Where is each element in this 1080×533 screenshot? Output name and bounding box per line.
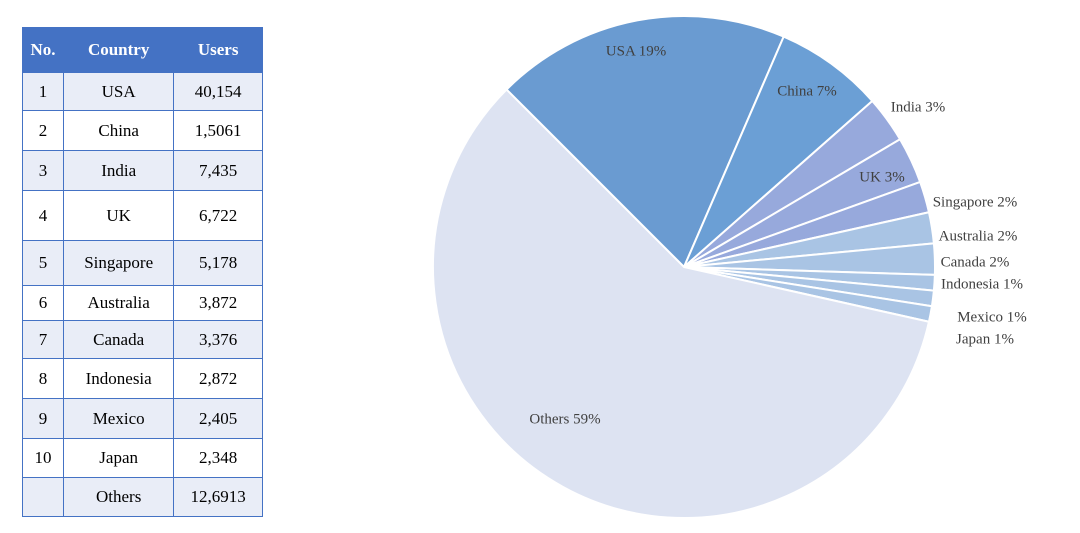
users-table: No. Country Users 1 USA 40,154 2 China 1,5061 3 In… (21, 27, 263, 517)
table-cell: 3,376 (173, 320, 263, 359)
table-cell: 10 (21, 438, 65, 478)
table-cell: Mexico (63, 398, 175, 439)
pie-slice (683, 35, 874, 268)
table-row: 1 USA 40,154 (21, 72, 263, 111)
slice-label: UK 3% (859, 169, 904, 185)
table-cell: 2,872 (173, 358, 263, 399)
slice-label: Australia 2% (939, 228, 1018, 244)
table-row: 9 Mexico 2,405 (21, 398, 263, 439)
header-row: No. Country Users (21, 27, 263, 73)
table-cell: 3 (21, 150, 65, 191)
table-row: 3 India 7,435 (21, 150, 263, 191)
table-row: 6 Australia 3,872 (21, 285, 263, 321)
table-cell: Others (63, 477, 175, 517)
table-cell: 9 (21, 398, 65, 439)
table-cell: 3,872 (173, 285, 263, 321)
header-cell: Country (63, 27, 175, 73)
slice-label: USA 19% (606, 43, 666, 59)
table-row: 4 UK 6,722 (21, 190, 263, 241)
table-cell: Australia (63, 285, 175, 321)
table-cell: 5,178 (173, 240, 263, 286)
slice-label: China 7% (777, 83, 837, 99)
slice-label: Others 59% (529, 411, 600, 427)
slice-label: Singapore 2% (933, 194, 1018, 210)
table-cell (21, 477, 65, 517)
slice-label: Mexico 1% (957, 309, 1027, 325)
table-cell: Japan (63, 438, 175, 478)
pie-slice (432, 88, 931, 519)
slice-label: India 3% (891, 99, 946, 115)
table-cell: 5 (21, 240, 65, 286)
slice-label: Japan 1% (956, 331, 1014, 347)
table-cell: 7 (21, 320, 65, 359)
table-cell: USA (63, 72, 175, 111)
table-row: 10 Japan 2,348 (21, 438, 263, 478)
table-row: Others 12,6913 (21, 477, 263, 517)
table-cell: Indonesia (63, 358, 175, 399)
table-cell: 7,435 (173, 150, 263, 191)
header-cell: No. (21, 27, 65, 73)
table-cell: 2,348 (173, 438, 263, 478)
table-cell: China (63, 110, 175, 151)
table-cell: 6,722 (173, 190, 263, 241)
table-row: 2 China 1,5061 (21, 110, 263, 151)
table-cell: 12,6913 (173, 477, 263, 517)
table-cell: India (63, 150, 175, 191)
slice-label: Canada 2% (941, 254, 1010, 270)
slice-label: Indonesia 1% (941, 276, 1023, 292)
table-row: 7 Canada 3,376 (21, 320, 263, 359)
pie-slice (505, 15, 785, 269)
table-cell: Canada (63, 320, 175, 359)
table-row: 8 Indonesia 2,872 (21, 358, 263, 399)
table-cell: 40,154 (173, 72, 263, 111)
